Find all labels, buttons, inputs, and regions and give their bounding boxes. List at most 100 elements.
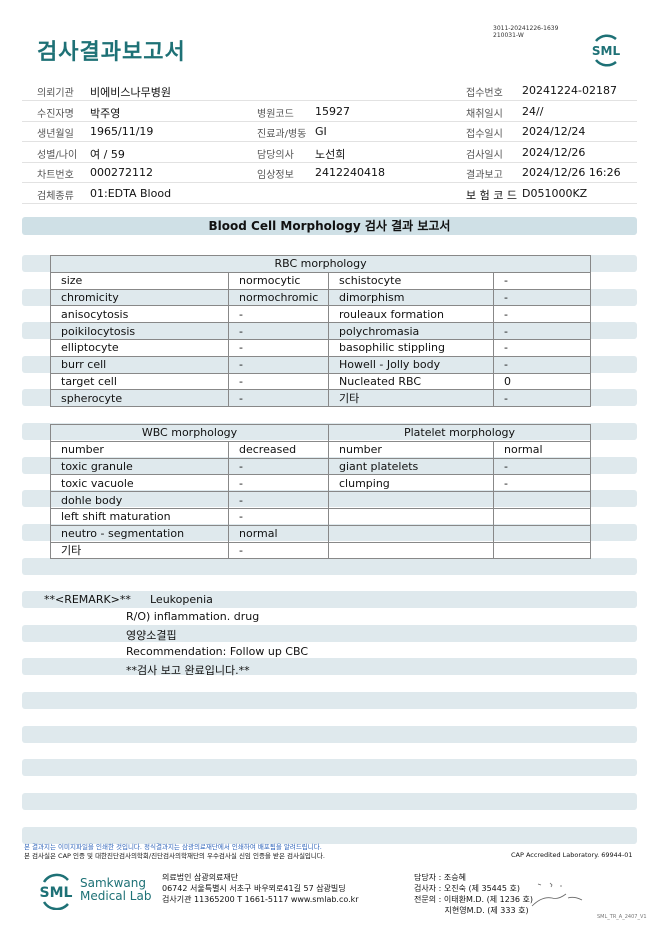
item-result: - (228, 355, 329, 374)
info-label: 접수번호 (466, 88, 503, 99)
form-code: SML_TR_A_2407_V1 (597, 914, 647, 920)
item-name: Nucleated RBC (328, 372, 494, 391)
info-label: 검사일시 (466, 149, 503, 161)
info-label: 성별/나이 (37, 149, 78, 161)
info-value: 000272112 (90, 166, 153, 180)
footer-note-cap: 본 검사실은 CAP 인증 및 대한진단검사의학회/진단검사의학재단의 우수검사… (24, 852, 325, 860)
item-name: 기타 (328, 389, 494, 408)
item-name: rouleaux formation (328, 305, 494, 324)
item-result: - (492, 474, 592, 493)
item-result (492, 491, 592, 509)
table-row: neutro - segmentation normal (50, 524, 592, 543)
item-result: - (228, 389, 329, 408)
staff-info: 담당자 : 조승혜 검사자 : 오진숙 (제 35445 호) 전문의 : 이태환M… (414, 872, 533, 916)
item-name: left shift maturation (50, 507, 229, 526)
table-row: elliptocyte - basophilic stippling - (50, 338, 592, 357)
org-line: 06742 서울특별시 서초구 바우뫼로41길 57 삼광빌딩 (162, 884, 346, 893)
item-name: neutro - segmentation (50, 524, 229, 543)
footer-note-image: 본 결과지는 이미지파일을 인쇄한 것입니다. 정식결과지는 삼광의료재단에서 … (24, 843, 322, 851)
item-name (328, 507, 494, 526)
item-result: - (492, 271, 592, 290)
info-value: 01:EDTA Blood (90, 187, 172, 200)
info-value: 여 / 59 (90, 147, 125, 161)
info-label: 생년월일 (37, 129, 74, 141)
item-result: - (228, 474, 329, 493)
remark-line: **검사 보고 완료입니다.** (126, 663, 250, 677)
row-stripe (22, 692, 637, 710)
info-label: 수진자명 (37, 108, 74, 120)
table-row: 기타 - (50, 541, 592, 560)
item-result: - (228, 457, 329, 476)
row-stripe (22, 759, 637, 777)
item-result: 0 (492, 372, 592, 391)
info-label: 채취일시 (466, 108, 503, 120)
item-result: normal (228, 524, 329, 543)
item-name: toxic vacuole (50, 474, 229, 493)
item-name: chromicity (50, 288, 229, 307)
info-label: 결과보고 (466, 170, 503, 182)
rbc-morphology-table: RBC morphology size normocytic schistocyte… (49, 255, 592, 408)
remark-line: 영양소결핍 (126, 629, 177, 643)
row-stripe (22, 624, 637, 642)
table-row: dohle body - (50, 491, 592, 509)
info-label: 병원코드 (257, 108, 294, 120)
item-name: clumping (328, 474, 494, 493)
item-result (492, 524, 592, 543)
info-row: 검체종류 01:EDTA Blood 보 험 코 드 D051000KZ (22, 183, 637, 204)
item-name: toxic granule (50, 457, 229, 476)
row-stripe (22, 557, 637, 575)
info-label: 보 험 코 드 (466, 189, 517, 202)
item-result: normochromic (228, 288, 329, 307)
wbc-platelet-morphology-table: WBC morphology Platelet morphology numbe… (50, 424, 592, 560)
item-result (492, 507, 592, 526)
item-name: Howell - Jolly body (328, 355, 494, 374)
item-name: size (50, 271, 229, 290)
platelet-header: Platelet morphology (327, 424, 592, 442)
info-label: 차트번호 (37, 170, 74, 182)
remark-line: R/O) inflammation. drug (126, 610, 260, 624)
item-result: normal (492, 440, 592, 459)
item-name: 기타 (50, 541, 229, 560)
item-name: poikilocytosis (50, 322, 229, 340)
sml-logo: SML (592, 34, 621, 67)
svg-text:SML: SML (40, 885, 73, 901)
info-value: 2024/12/24 (522, 125, 586, 139)
staff-line: 지현영M.D. (제 333 호) (414, 906, 529, 915)
item-result: normocytic (228, 271, 329, 290)
item-result: - (492, 305, 592, 324)
table-row: spherocyte - 기타 - (50, 389, 592, 408)
item-name: target cell (50, 372, 229, 391)
item-name: spherocyte (50, 389, 229, 408)
item-result: - (228, 372, 329, 391)
info-value: GI (315, 125, 327, 139)
org-line: 의료법인 삼광의료재단 (162, 873, 239, 882)
info-label: 의뢰기관 (37, 88, 74, 99)
item-result: - (228, 322, 329, 340)
info-label: 담당의사 (257, 149, 294, 161)
info-value: 1965/11/19 (90, 125, 154, 139)
item-result: - (228, 338, 329, 357)
item-result (492, 541, 592, 560)
item-result: - (228, 491, 329, 509)
item-result: - (228, 507, 329, 526)
svg-text:SML: SML (592, 44, 621, 58)
item-name: number (50, 440, 229, 459)
item-name: dimorphism (328, 288, 494, 307)
item-result: - (492, 288, 592, 307)
table-row: toxic granule - giant platelets - (50, 457, 592, 476)
info-row: 생년월일 1965/11/19 진료과/병동 GI 접수일시 2024/12/24 (22, 121, 637, 143)
remark-line: Leukopenia (150, 593, 213, 606)
table-row: poikilocytosis - polychromasia - (50, 322, 592, 340)
item-name: elliptocyte (50, 338, 229, 357)
row-stripe (22, 792, 637, 810)
page-title: 검사결과보고서 (37, 40, 186, 65)
item-name: anisocytosis (50, 305, 229, 324)
table-row: size normocytic schistocyte - (50, 271, 592, 290)
org-line: 검사기관 11365200 T 1661-5117 www.smlab.co.k… (162, 895, 359, 904)
table-row: chromicity normochromic dimorphism - (50, 288, 592, 307)
item-result: - (492, 389, 592, 408)
info-value: 2024/12/26 (522, 145, 586, 159)
staff-line: 검사자 : 오진숙 (제 35445 호) (414, 884, 520, 893)
organization-info: 의료법인 삼광의료재단 06742 서울특별시 서초구 바우뫼로41길 57 삼광… (162, 872, 359, 905)
item-name: dohle body (50, 491, 229, 509)
